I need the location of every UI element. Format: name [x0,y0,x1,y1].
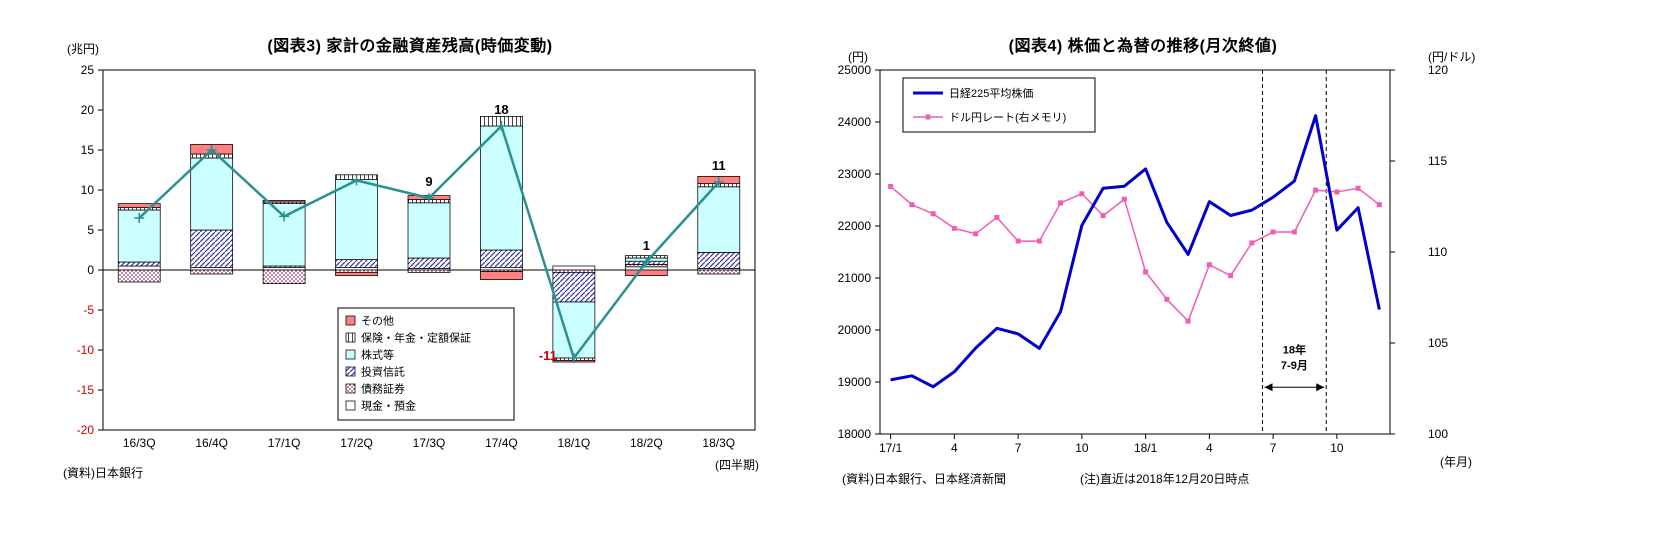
svg-text:投資信託: 投資信託 [361,365,405,379]
svg-text:-10: -10 [77,343,95,357]
svg-text:-15: -15 [77,383,95,397]
nikkei-line [890,114,1381,389]
svg-text:24000: 24000 [838,115,872,129]
svg-text:18/1: 18/1 [1134,441,1158,455]
svg-text:17/4Q: 17/4Q [485,436,518,450]
svg-text:7: 7 [1015,441,1022,455]
svg-text:10: 10 [81,183,95,197]
figure-3-title: (図表3) 家計の金融資産残高(時価変動) [267,38,553,55]
figure-3-panel: (兆円) (図表3) 家計の金融資産残高(時価変動) -20 -15 -10 -5 0 5… [55,18,765,548]
svg-text:債務証券: 債務証券 [361,382,405,396]
stock-fx-chart: 18000 19000 20000 21000 22000 23000 24000 25000… [838,63,1449,455]
svg-text:ドル円レート(右メモリ): ドル円レート(右メモリ) [949,110,1066,124]
figure-4-note: (注)直近は2018年12月20日時点 [1080,472,1250,486]
axes: 18000 19000 20000 21000 22000 23000 24000 25000… [838,63,1449,455]
y-axis-unit-label: (兆円) [67,42,99,56]
quarter-highlight: 18年 7-9月 [1262,70,1327,434]
svg-text:0: 0 [87,263,94,277]
svg-text:現金・預金: 現金・預金 [361,399,416,413]
svg-text:16/3Q: 16/3Q [123,436,156,450]
svg-text:日経225平均株価: 日経225平均株価 [949,86,1033,100]
svg-text:-11: -11 [539,348,557,363]
svg-text:25: 25 [81,63,95,77]
svg-text:1: 1 [643,238,650,253]
svg-text:110: 110 [1428,245,1447,259]
y-left-axis-unit-label: (円) [848,50,868,64]
svg-text:17/3Q: 17/3Q [413,436,446,450]
svg-text:18: 18 [494,102,508,117]
svg-text:23000: 23000 [838,167,872,181]
svg-text:100: 100 [1428,427,1448,441]
x-axis: 16/3Q 16/4Q 17/1Q 17/2Q 17/3Q 17/4Q 18/1Q 18/2Q… [123,436,735,450]
svg-text:9: 9 [425,174,432,189]
svg-text:115: 115 [1428,154,1447,168]
svg-text:4: 4 [951,441,958,455]
svg-text:17/2Q: 17/2Q [340,436,373,450]
svg-text:5: 5 [87,223,94,237]
svg-text:120: 120 [1428,63,1448,77]
svg-text:20: 20 [81,103,95,117]
svg-text:21000: 21000 [838,271,872,285]
y-right-axis-unit-label: (円/ドル) [1428,50,1476,64]
svg-text:18/2Q: 18/2Q [630,436,663,450]
svg-text:7: 7 [1270,441,1277,455]
svg-text:18000: 18000 [838,427,872,441]
svg-text:7-9月: 7-9月 [1281,359,1308,372]
svg-text:25000: 25000 [838,63,872,77]
svg-text:4: 4 [1206,441,1213,455]
household-financial-assets-chart: -20 -15 -10 -5 0 5 10 15 20 25 16/3Q 16/4Q 17/1Q 17/2… [77,63,756,450]
figure-3-source: (資料)日本銀行 [63,466,143,480]
svg-text:22000: 22000 [838,219,872,233]
svg-text:105: 105 [1428,336,1448,350]
svg-text:17/1: 17/1 [879,441,903,455]
svg-text:-20: -20 [77,423,95,437]
figure-4-source: (資料)日本銀行、日本経済新聞 [842,472,1006,486]
svg-text:18/3Q: 18/3Q [702,436,735,450]
svg-text:10: 10 [1075,441,1089,455]
x-axis-unit-label: (年月) [1440,455,1472,469]
svg-text:10: 10 [1330,441,1344,455]
svg-text:18/1Q: 18/1Q [558,436,591,450]
svg-text:その他: その他 [361,315,394,328]
svg-text:18年: 18年 [1283,342,1306,356]
x-axis-unit-label: (四半期) [715,458,759,472]
svg-text:19000: 19000 [838,375,872,389]
svg-text:20000: 20000 [838,323,872,337]
svg-text:15: 15 [81,143,95,157]
usdjpy-line [888,183,1382,324]
svg-text:17/1Q: 17/1Q [268,436,301,450]
figure-4-title: (図表4) 株価と為替の推移(月次終値) [1008,38,1278,55]
svg-text:11: 11 [712,158,726,173]
svg-text:16/4Q: 16/4Q [195,436,228,450]
svg-text:-5: -5 [83,303,94,317]
svg-text:株式等: 株式等 [361,348,394,362]
figure-4-panel: (円) (図表4) 株価と為替の推移(月次終値) (円/ドル) 18000 190… [818,18,1538,548]
svg-text:保険・年金・定額保証: 保険・年金・定額保証 [361,331,471,345]
